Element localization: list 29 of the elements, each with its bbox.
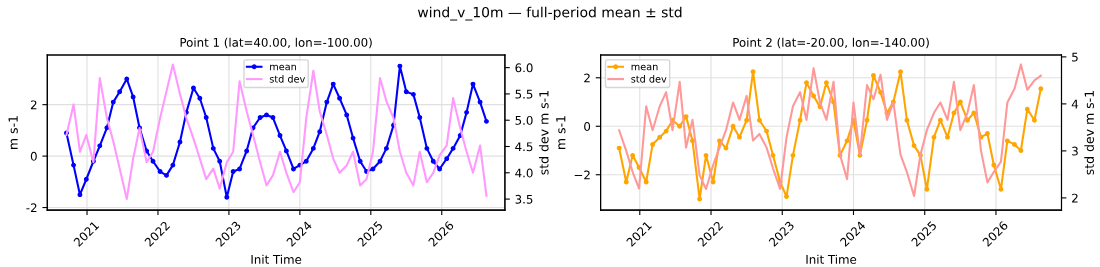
y2-axis-title: std dev m s-1 bbox=[538, 91, 549, 175]
x-axis-title: Init Time bbox=[251, 254, 302, 264]
y-axis-title: m s-1 bbox=[8, 116, 18, 149]
y-tick-label: −2 bbox=[574, 170, 590, 180]
y2-tick-label: 4.5 bbox=[515, 142, 533, 152]
y2-tick-label: 5.5 bbox=[515, 89, 533, 99]
y2-tick-label: 2 bbox=[1072, 193, 1078, 203]
legend-label: std dev bbox=[269, 75, 306, 83]
y-tick-label: 0 bbox=[30, 151, 37, 161]
legend-label: mean bbox=[270, 64, 296, 71]
y-tick-label: 0 bbox=[584, 121, 591, 131]
y-tick-label: 2 bbox=[30, 100, 37, 110]
y2-tick-label: 5.0 bbox=[515, 115, 533, 125]
y2-tick-label: 4.0 bbox=[515, 168, 533, 178]
text: wind_v_10m — full-period mean ± std bbox=[417, 6, 682, 21]
x-axis-title: Init Time bbox=[806, 254, 857, 264]
legend-label: std dev bbox=[631, 75, 667, 83]
y2-tick-label: 6.0 bbox=[515, 63, 533, 73]
chart-title: Point 2 (lat=-20.00, lon=-140.00) bbox=[733, 37, 929, 49]
y2-tick-label: 3.5 bbox=[515, 194, 533, 204]
y-axis-title: m s-1 bbox=[556, 116, 566, 149]
y2-axis-title: std dev m s-1 bbox=[1084, 91, 1094, 175]
y-tick-label: -2 bbox=[26, 203, 37, 213]
legend-label: mean bbox=[631, 64, 658, 71]
y2-tick-label: 4 bbox=[1071, 99, 1079, 109]
y2-tick-label: 3 bbox=[1072, 146, 1078, 156]
chart-title: Point 1 (lat=40.00, lon=-100.00) bbox=[180, 37, 372, 49]
y-tick-label: 2 bbox=[584, 73, 590, 83]
y2-tick-label: 5 bbox=[1072, 52, 1078, 62]
